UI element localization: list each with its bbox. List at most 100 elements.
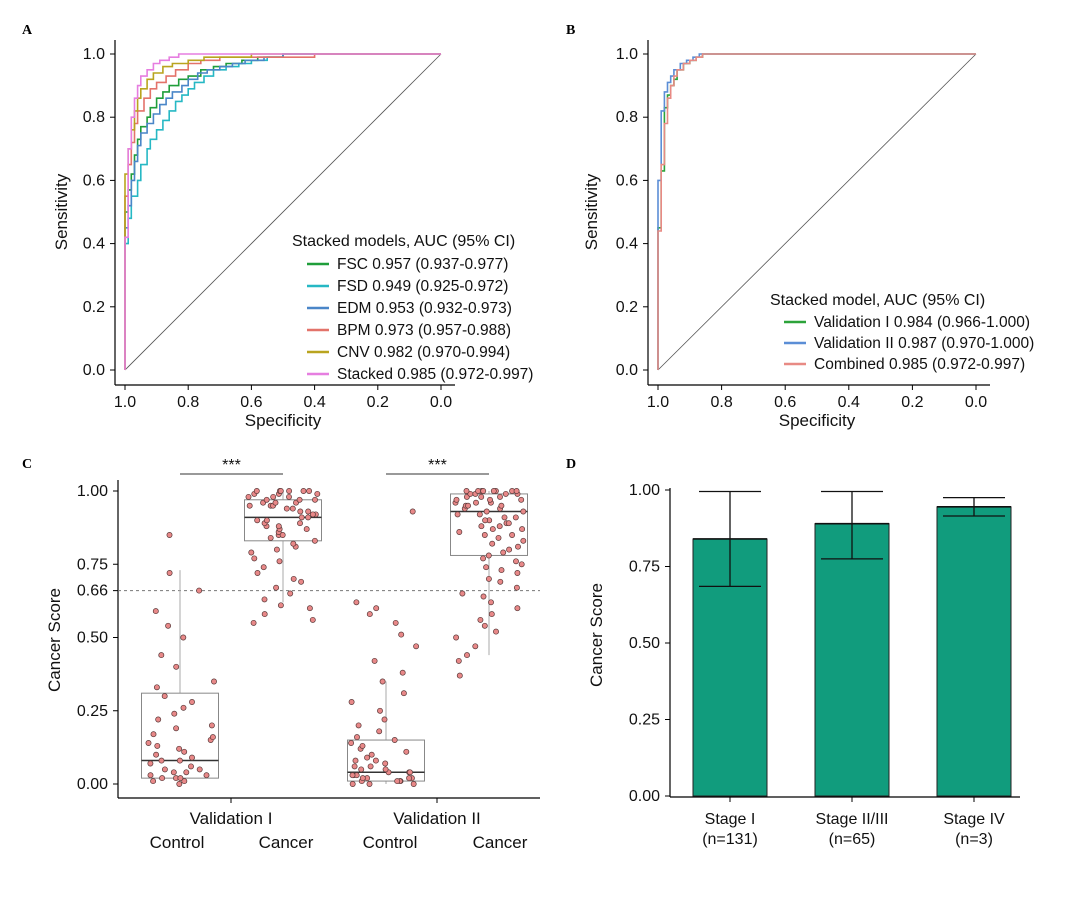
data-point bbox=[496, 523, 503, 530]
data-point bbox=[159, 775, 166, 782]
y-tick-label: 0.50 bbox=[77, 630, 108, 647]
data-point bbox=[455, 657, 462, 664]
category-label: Cancer bbox=[473, 833, 528, 852]
data-point bbox=[254, 570, 261, 576]
data-point bbox=[150, 731, 157, 738]
y-tick-label: 0.4 bbox=[83, 236, 105, 253]
data-point bbox=[505, 520, 512, 527]
category-label: Control bbox=[363, 833, 418, 852]
data-point bbox=[305, 508, 312, 515]
data-point bbox=[482, 517, 489, 524]
data-point bbox=[145, 740, 152, 746]
data-point bbox=[502, 490, 509, 497]
panel-d-y-axis-label: Cancer Score bbox=[587, 583, 606, 687]
y-tick-label: 0.66 bbox=[77, 583, 108, 600]
data-point bbox=[473, 499, 479, 506]
data-point bbox=[498, 502, 505, 509]
data-point bbox=[481, 532, 488, 538]
data-point bbox=[364, 754, 371, 761]
data-point bbox=[519, 526, 526, 533]
data-point bbox=[158, 652, 165, 659]
data-point bbox=[173, 663, 180, 670]
panel-letter-d: D bbox=[566, 457, 576, 472]
box-control bbox=[347, 739, 425, 782]
data-point bbox=[286, 488, 293, 494]
x-tick-label: 0.0 bbox=[965, 394, 987, 411]
data-point bbox=[153, 751, 160, 758]
data-point bbox=[254, 517, 261, 524]
data-point bbox=[349, 781, 356, 787]
panel-b-y-axis-label: Sensitivity bbox=[582, 173, 601, 250]
y-tick-label: 0.0 bbox=[83, 362, 105, 379]
panel-a-x-axis-label: Specificity bbox=[245, 411, 322, 430]
data-point bbox=[305, 514, 312, 521]
data-point bbox=[211, 678, 217, 685]
x-tick-label: 1.0 bbox=[114, 394, 136, 411]
data-point bbox=[366, 611, 373, 618]
data-point bbox=[480, 488, 487, 494]
data-point bbox=[250, 619, 257, 626]
data-point bbox=[406, 775, 413, 782]
data-point bbox=[410, 781, 417, 787]
data-point bbox=[481, 622, 488, 629]
y-tick-label: 0.6 bbox=[616, 172, 638, 189]
roc-curve-stacked bbox=[124, 53, 441, 370]
roc-curve-fsd bbox=[124, 53, 441, 370]
data-point bbox=[298, 578, 305, 585]
legend-entry: BPM 0.973 (0.957-0.988) bbox=[337, 322, 511, 339]
data-point bbox=[261, 596, 268, 603]
legend-entry: Combined 0.985 (0.972-0.997) bbox=[814, 356, 1025, 373]
data-point bbox=[464, 652, 470, 659]
data-point bbox=[407, 769, 413, 776]
data-point bbox=[248, 549, 255, 556]
x-tick-label: 1.0 bbox=[647, 394, 669, 411]
x-tick-label: 0.2 bbox=[367, 394, 389, 411]
data-point bbox=[477, 616, 484, 623]
data-point bbox=[394, 778, 401, 785]
category-label: Cancer bbox=[259, 833, 314, 852]
data-point bbox=[166, 532, 173, 538]
y-tick-label: 1.00 bbox=[77, 483, 108, 500]
category-label: Stage II/III bbox=[816, 811, 889, 828]
data-point bbox=[489, 526, 496, 533]
bar-stage-ii-iii bbox=[814, 523, 890, 797]
significance-label: *** bbox=[222, 457, 241, 474]
data-point bbox=[279, 532, 286, 538]
data-point bbox=[287, 590, 294, 597]
data-point bbox=[176, 745, 183, 752]
data-point bbox=[498, 567, 505, 574]
panel-a-legend-title: Stacked models, AUC (95% CI) bbox=[292, 233, 515, 250]
data-point bbox=[352, 757, 359, 764]
group-label: Validation II bbox=[393, 809, 481, 828]
data-point bbox=[181, 778, 188, 785]
data-point bbox=[312, 496, 318, 503]
data-point bbox=[513, 584, 520, 591]
y-tick-label: 0.00 bbox=[77, 776, 108, 793]
data-point bbox=[409, 508, 416, 515]
data-point bbox=[463, 488, 470, 494]
data-point bbox=[176, 781, 183, 787]
group-label: Validation I bbox=[190, 809, 273, 828]
data-point bbox=[379, 678, 386, 685]
data-point bbox=[520, 508, 527, 515]
data-point bbox=[476, 511, 483, 518]
data-point bbox=[196, 766, 203, 773]
panel-b-reference-diagonal bbox=[657, 53, 977, 371]
data-point bbox=[161, 766, 168, 773]
data-point bbox=[373, 605, 380, 612]
data-point bbox=[150, 778, 157, 785]
data-point bbox=[359, 775, 366, 782]
data-point bbox=[456, 672, 463, 679]
data-point bbox=[165, 622, 172, 629]
data-point bbox=[381, 716, 388, 723]
panel-c-box-plot: 0.00 0.25 0.50 0.66 0.75 1.00 *** *** Validati… bbox=[45, 457, 540, 852]
y-tick-label: 0.4 bbox=[616, 236, 638, 253]
data-point bbox=[300, 488, 307, 494]
data-point bbox=[480, 555, 487, 562]
category-label: Stage I bbox=[705, 811, 756, 828]
data-point bbox=[289, 505, 296, 512]
y-tick-label: 1.00 bbox=[629, 482, 660, 499]
data-point bbox=[251, 555, 258, 562]
data-point bbox=[354, 734, 360, 741]
